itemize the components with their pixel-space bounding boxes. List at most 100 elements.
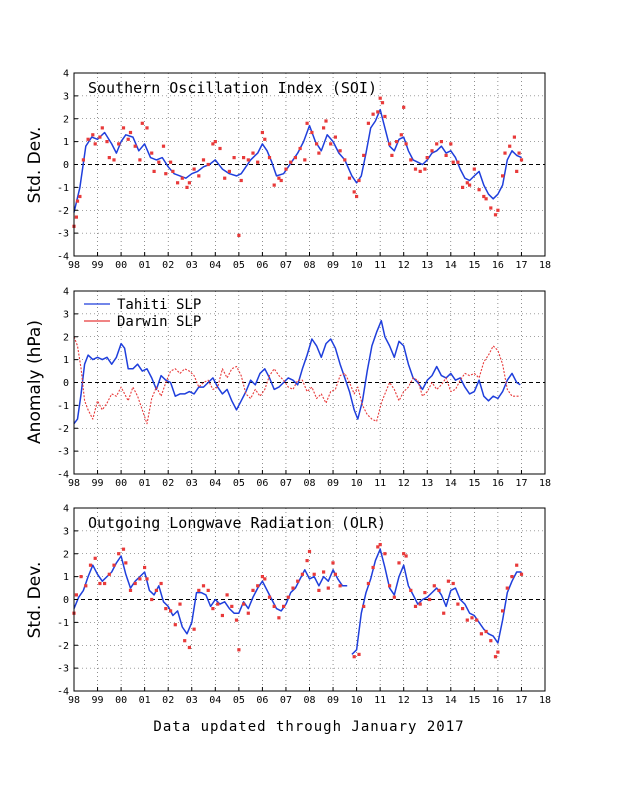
soi-monthly-point (418, 169, 422, 173)
slp-y-tick-label: 1 (63, 355, 69, 366)
soi-monthly-point (380, 101, 385, 105)
slp-x-tick-label: 03 (186, 478, 198, 489)
soi-monthly-point (251, 151, 255, 155)
soi-monthly-point (338, 149, 342, 153)
olr-monthly-point (164, 607, 168, 611)
soi-y-tick-label: -3 (57, 229, 69, 240)
olr-monthly-point (376, 545, 380, 549)
olr-monthly-point (352, 655, 356, 659)
olr-y-tick-label: -1 (57, 618, 69, 629)
olr-monthly-point (357, 652, 361, 656)
olr-monthly-point (260, 575, 264, 579)
soi-monthly-point (75, 199, 80, 203)
slp-y-axis-label: Anomaly (hPa) (25, 320, 45, 444)
soi-monthly-point (355, 194, 359, 199)
soi-x-tick-label: 02 (162, 260, 174, 271)
olr-monthly-point (133, 581, 137, 586)
soi-monthly-point (477, 188, 481, 192)
soi-x-tick-label: 99 (92, 260, 104, 271)
soi-monthly-point (161, 144, 166, 148)
soi-x-tick-label: 05 (233, 260, 245, 271)
soi-monthly-point (496, 208, 500, 212)
soi-monthly-point (176, 181, 180, 185)
olr-monthly-point (383, 552, 387, 556)
soi-monthly-point (227, 169, 231, 173)
olr-monthly-point (272, 604, 276, 608)
slp-y-tick-label: -3 (57, 447, 69, 458)
olr-monthly-point (178, 602, 182, 606)
olr-monthly-point (138, 577, 142, 581)
soi-monthly-point (74, 215, 78, 219)
soi-monthly-point (371, 112, 375, 116)
olr-monthly-point (307, 549, 312, 554)
soi-monthly-point (180, 176, 184, 180)
soi-x-tick-label: 12 (398, 260, 410, 271)
olr-monthly-point (197, 588, 201, 592)
olr-monthly-point (331, 561, 335, 565)
olr-x-tick-label: 10 (351, 695, 363, 706)
olr-monthly-point (404, 554, 408, 558)
soi-monthly-point (484, 197, 488, 201)
soi-monthly-point (322, 126, 326, 130)
olr-monthly-point (505, 586, 509, 590)
soi-monthly-point (164, 172, 168, 176)
olr-monthly-point (256, 584, 260, 588)
soi-monthly-point (303, 158, 307, 162)
olr-x-tick-label: 03 (186, 695, 198, 706)
olr-monthly-point (183, 639, 187, 643)
olr-x-tick-label: 02 (162, 695, 174, 706)
olr-monthly-point (107, 572, 111, 576)
soi-monthly-point (242, 156, 246, 160)
olr-monthly-point (246, 611, 250, 615)
olr-monthly-point (282, 604, 286, 608)
soi-monthly-point (423, 167, 427, 171)
soi-monthly-point (121, 126, 126, 130)
slp-x-tick-label: 98 (68, 478, 80, 489)
soi-monthly-point (501, 174, 505, 178)
olr-y-tick-label: 1 (63, 572, 69, 583)
soi-monthly-point (378, 96, 382, 100)
soi-x-tick-label: 07 (280, 260, 292, 271)
soi-y-tick-label: 0 (63, 160, 69, 171)
soi-monthly-point (413, 167, 418, 171)
slp-x-tick-label: 99 (92, 478, 104, 489)
olr-monthly-point (338, 584, 342, 588)
soi-panel: 98 99 00 01 02 03 04 05 06 07 08 09 10 11 12 13 14 15 16 17… (25, 69, 551, 272)
olr-monthly-point (154, 588, 158, 592)
soi-monthly-point (503, 151, 507, 155)
olr-monthly-point (143, 565, 147, 570)
soi-monthly-point (211, 142, 215, 146)
olr-monthly-point (117, 552, 121, 556)
olr-monthly-point (201, 584, 206, 588)
soi-x-tick-label: 15 (468, 260, 480, 271)
soi-y-tick-label: 3 (63, 91, 69, 102)
olr-plot-frame (73, 507, 546, 692)
olr-x-tick-label: 16 (492, 695, 504, 706)
soi-monthly-point (515, 169, 519, 173)
olr-y-tick-label: 2 (63, 549, 69, 560)
soi-monthly-point (246, 158, 250, 162)
soi-monthly-point (157, 160, 161, 164)
soi-monthly-point (133, 144, 137, 148)
slp-y-tick-label: 3 (63, 309, 69, 320)
olr-x-tick-label: 13 (421, 695, 433, 706)
olr-monthly-point (291, 586, 295, 590)
olr-monthly-point (451, 581, 455, 586)
soi-monthly-point (185, 185, 189, 189)
olr-monthly-point (428, 597, 432, 602)
soi-monthly-point (279, 178, 283, 183)
olr-x-tick-label: 06 (256, 695, 268, 706)
soi-x-tick-label: 04 (209, 260, 221, 271)
slp-x-tick-label: 08 (303, 478, 315, 489)
soi-monthly-point (317, 151, 321, 155)
slp-x-tick-label: 05 (233, 478, 245, 489)
olr-monthly-point (312, 572, 316, 576)
olr-monthly-point (145, 577, 149, 581)
soi-y-tick-label: 1 (63, 137, 69, 148)
slp-y-tick-label: -1 (57, 401, 69, 412)
footer-update-note: Data updated through January 2017 (153, 719, 464, 735)
olr-monthly-point (470, 616, 474, 620)
soi-monthly-point (192, 167, 196, 171)
soi-monthly-point (347, 176, 352, 180)
soi-monthly-point (201, 158, 206, 162)
